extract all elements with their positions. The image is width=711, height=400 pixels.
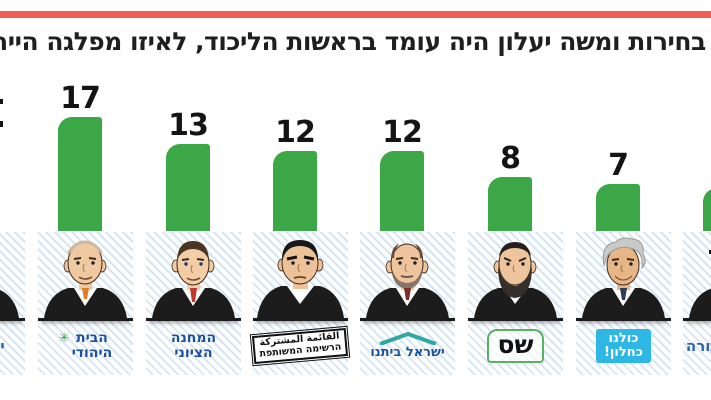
logo-text: ישראל ביתנו — [370, 345, 445, 360]
party-column-yesh-atid: יש עתיד — [0, 232, 25, 375]
party-logo-yesh-atid: יש עתיד — [0, 321, 25, 371]
bar-joint-list: 12 — [273, 118, 317, 231]
logo-line2: היהודי — [71, 345, 113, 361]
bar — [273, 151, 317, 231]
logo-text: שס — [486, 329, 545, 363]
party-logo-joint-list: القائمة المشتركة הרשימה המשותפת — [250, 321, 351, 371]
bar-value-label: 13 — [168, 108, 209, 143]
top-accent-bar — [0, 11, 711, 18]
portrait-ayman-odeh — [253, 232, 348, 321]
party-card: שס — [468, 232, 563, 375]
party-logo-kulanu: כולנו כחלון! — [576, 321, 671, 371]
bar — [166, 144, 210, 231]
page-title: בעת בחירות ומשה יעלון היה עומד בראשות הל… — [0, 27, 711, 56]
portrait-aryeh-deri — [468, 232, 563, 321]
portrait-moshe-kahlon — [576, 232, 671, 321]
party-column-joint-list: القائمة المشتركة הרשימה המשותפת — [250, 232, 351, 375]
portrait-naftali-bennett — [38, 232, 133, 321]
party-column-habayit-hayehudi: ✳ הבית היהודי — [38, 232, 133, 375]
portrait-yitzhak-herzog — [146, 232, 241, 321]
party-logo-yisrael-beitenu: ישראל ביתנו — [360, 321, 455, 371]
bar-value-label: 8 — [500, 141, 521, 176]
bar — [380, 151, 424, 231]
party-card: המחנה הציוני — [146, 232, 241, 375]
party-column-shas: שס — [468, 232, 563, 375]
bar-value-label: 12 — [275, 115, 316, 150]
bar-habayit-hayehudi: 17 — [58, 84, 102, 231]
bar-yahadut-hatorah-cropped — [703, 185, 711, 231]
party-column-yahadut-hatorah: יהדות התורה — [683, 232, 711, 375]
bar-value-label: 12 — [382, 115, 423, 150]
bar-hamachane-hatzioni: 13 — [166, 111, 210, 231]
portrait-yair-lapid — [0, 232, 25, 321]
cropped-digit-fragment — [0, 99, 3, 104]
bar-shas: 8 — [488, 144, 532, 231]
party-card: القائمة المشتركة הרשימה המשותפת — [250, 232, 351, 375]
logo-line2: הציוני — [174, 345, 213, 361]
logo-line1: המחנה — [170, 330, 217, 347]
logo-line1: הבית — [76, 330, 108, 347]
teal-roof-icon — [378, 332, 437, 345]
portrait-yaakov-litzman — [683, 232, 711, 321]
bar — [488, 177, 532, 231]
party-logo-shas: שס — [468, 321, 563, 371]
logo-text: יש עתיד — [0, 337, 5, 355]
party-logo-habayit-hayehudi: ✳ הבית היהודי — [38, 321, 133, 371]
bar-yisrael-beitenu: 12 — [380, 118, 424, 231]
logo-text: יהדות התורה — [685, 337, 711, 355]
bar-kulanu: 7 — [596, 151, 640, 231]
logo-line2: כחלון! — [604, 345, 644, 360]
bar — [596, 184, 640, 231]
party-card: ✳ הבית היהודי — [38, 232, 133, 375]
party-card: ישראל ביתנו — [360, 232, 455, 375]
party-column-hamachane-hatzioni: המחנה הציוני — [146, 232, 241, 375]
party-column-kulanu: כולנו כחלון! — [576, 232, 671, 375]
logo-line1: כולנו — [608, 330, 639, 346]
bar-value-label: 7 — [608, 148, 629, 183]
party-card: יש עתיד — [0, 232, 25, 375]
party-logo-yahadut-hatorah: יהדות התורה — [683, 321, 711, 371]
party-logo-hamachane-hatzioni: המחנה הציוני — [146, 321, 241, 371]
bar-value-label: 17 — [60, 81, 101, 116]
bar — [703, 188, 711, 231]
party-card: כולנו כחלון! — [576, 232, 671, 375]
party-card: יהדות התורה — [683, 232, 711, 375]
bar — [58, 117, 102, 231]
party-column-yisrael-beitenu: ישראל ביתנו — [360, 232, 455, 375]
green-flower-icon: ✳ — [58, 331, 70, 347]
portrait-avigdor-liberman — [360, 232, 455, 321]
cropped-digit-fragment — [0, 121, 3, 127]
